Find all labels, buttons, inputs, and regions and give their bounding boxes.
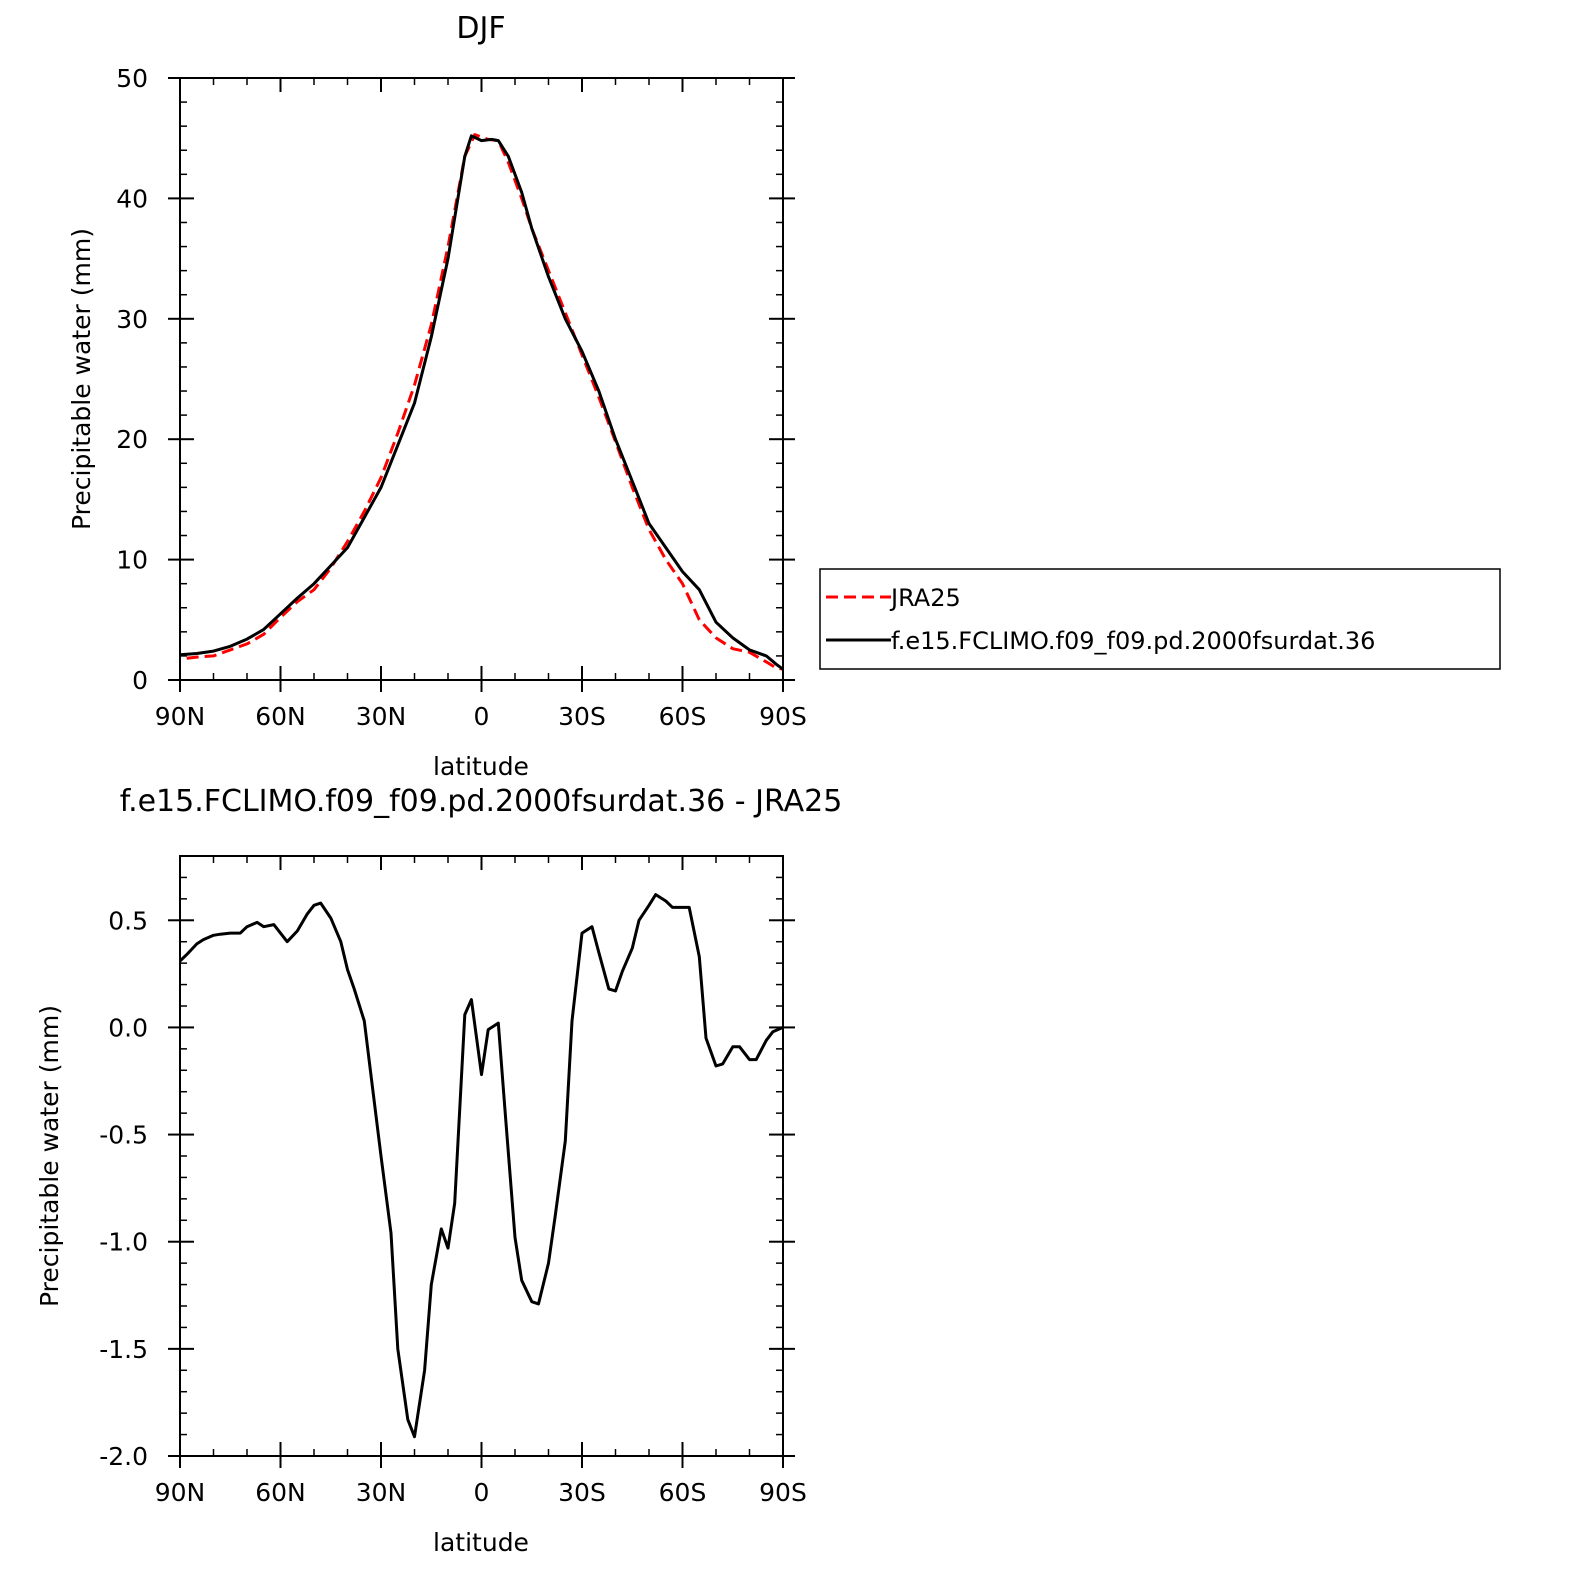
y-tick-label: 20 bbox=[116, 425, 148, 454]
x-tick-label: 60N bbox=[255, 702, 306, 731]
y-tick-label: 50 bbox=[116, 64, 148, 93]
y-tick-label: -1.5 bbox=[99, 1335, 148, 1364]
legend-label-jra25: JRA25 bbox=[889, 584, 961, 612]
y-tick-label: 30 bbox=[116, 305, 148, 334]
difference-series-line bbox=[178, 893, 784, 1439]
y-tick-label: -0.5 bbox=[99, 1121, 148, 1150]
x-tick-label: 30S bbox=[558, 702, 606, 731]
difference-plot-frame bbox=[179, 855, 784, 1457]
top-chart-panel: DJF 90N 60N 30N 0 30S 60S 90S 0 10 20 30 40 50 latit… bbox=[67, 11, 807, 781]
y-tick-label: 40 bbox=[116, 184, 148, 213]
difference-chart-title: f.e15.FCLIMO.f09_f09.pd.2000fsurdat.36 -… bbox=[120, 784, 843, 819]
series-line-model bbox=[179, 134, 784, 671]
plot-area: 90N 60N 30N 0 30S 60S 90S 0 10 20 30 40 50 bbox=[116, 64, 807, 731]
series-line-jra25 bbox=[186, 133, 784, 671]
y-tick-label: -2.0 bbox=[99, 1442, 148, 1471]
difference-x-axis-label: latitude bbox=[433, 1528, 529, 1557]
y-axis-label: Precipitable water (mm) bbox=[67, 228, 96, 530]
difference-plot-area: 90N 60N 30N 0 30S 60S 90S -2.0 -1.5 -1.0 -0.5 0.0 0.… bbox=[99, 855, 807, 1507]
x-tick-label: 60N bbox=[255, 1478, 306, 1507]
x-axis-label: latitude bbox=[433, 752, 529, 781]
legend-label-model: f.e15.FCLIMO.f09_f09.pd.2000fsurdat.36 bbox=[891, 627, 1375, 655]
x-tick-label: 30N bbox=[356, 1478, 407, 1507]
difference-y-axis-label: Precipitable water (mm) bbox=[35, 1005, 64, 1307]
legend-box bbox=[819, 568, 1501, 670]
x-tick-label: 60S bbox=[659, 1478, 707, 1507]
legend: JRA25 f.e15.FCLIMO.f09_f09.pd.2000fsurda… bbox=[819, 568, 1501, 670]
y-tick-label: 0.5 bbox=[108, 906, 148, 935]
x-tick-label: 60S bbox=[659, 702, 707, 731]
plot-frame bbox=[179, 77, 784, 681]
bottom-chart-panel: f.e15.FCLIMO.f09_f09.pd.2000fsurdat.36 -… bbox=[35, 784, 842, 1557]
y-tick-label: 0 bbox=[132, 666, 148, 695]
y-tick-label: 10 bbox=[116, 546, 148, 575]
chart-title: DJF bbox=[456, 11, 505, 46]
x-tick-label: 30S bbox=[558, 1478, 606, 1507]
x-tick-label: 90N bbox=[155, 1478, 206, 1507]
x-tick-label: 0 bbox=[474, 702, 490, 731]
x-tick-label: 30N bbox=[356, 702, 407, 731]
y-tick-label: -1.0 bbox=[99, 1228, 148, 1257]
x-tick-label: 90S bbox=[759, 702, 807, 731]
x-tick-label: 90N bbox=[155, 702, 206, 731]
y-tick-label: 0.0 bbox=[108, 1013, 148, 1042]
x-tick-label: 0 bbox=[474, 1478, 490, 1507]
x-tick-label: 90S bbox=[759, 1478, 807, 1507]
